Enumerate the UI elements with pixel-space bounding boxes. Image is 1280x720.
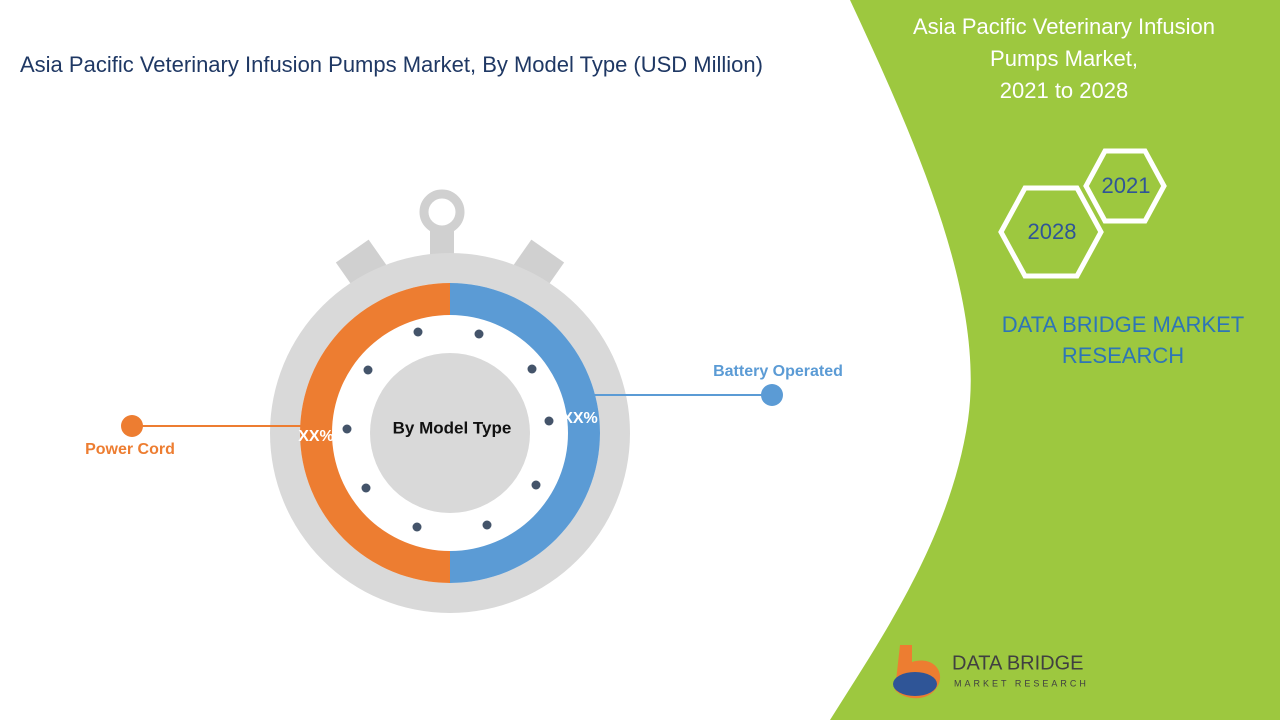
brand-text: RESEARCH	[1062, 343, 1184, 368]
dial-dots	[342, 327, 554, 532]
button	[335, 239, 389, 291]
segment-battery	[450, 283, 600, 583]
logo	[893, 645, 941, 699]
hexagon	[1083, 148, 1167, 224]
side-panel	[830, 0, 1280, 720]
button	[511, 239, 565, 291]
logo-mark	[893, 672, 937, 696]
segment-name: Power Cord	[85, 441, 175, 458]
brand-text: DATA BRIDGE MARKET	[1002, 312, 1244, 337]
title: Asia Pacific Veterinary Infusion Pumps M…	[20, 52, 763, 77]
segment-name: Battery Operated	[713, 363, 843, 380]
leader-dot	[121, 415, 143, 437]
side-heading: Asia Pacific Veterinary Infusion	[913, 14, 1215, 39]
segment-label: XX%	[562, 410, 598, 427]
side-heading: 2021 to 2028	[1000, 78, 1128, 103]
center-label: By Model Type	[393, 418, 512, 437]
segment-label: XX%	[298, 428, 334, 445]
leader-dot	[761, 384, 783, 406]
stopwatch	[270, 189, 630, 613]
crown-ring	[419, 189, 465, 235]
side-heading: Pumps Market,	[990, 46, 1138, 71]
hexagon-label: 2021	[1102, 173, 1151, 198]
center-circle	[370, 353, 530, 513]
hexagon-label: 2028	[1028, 219, 1077, 244]
segment-power-cord	[300, 283, 450, 583]
hexagon	[998, 185, 1104, 279]
logo-tagline: MARKET RESEARCH	[954, 678, 1089, 688]
logo-name: DATA BRIDGE	[952, 652, 1084, 674]
